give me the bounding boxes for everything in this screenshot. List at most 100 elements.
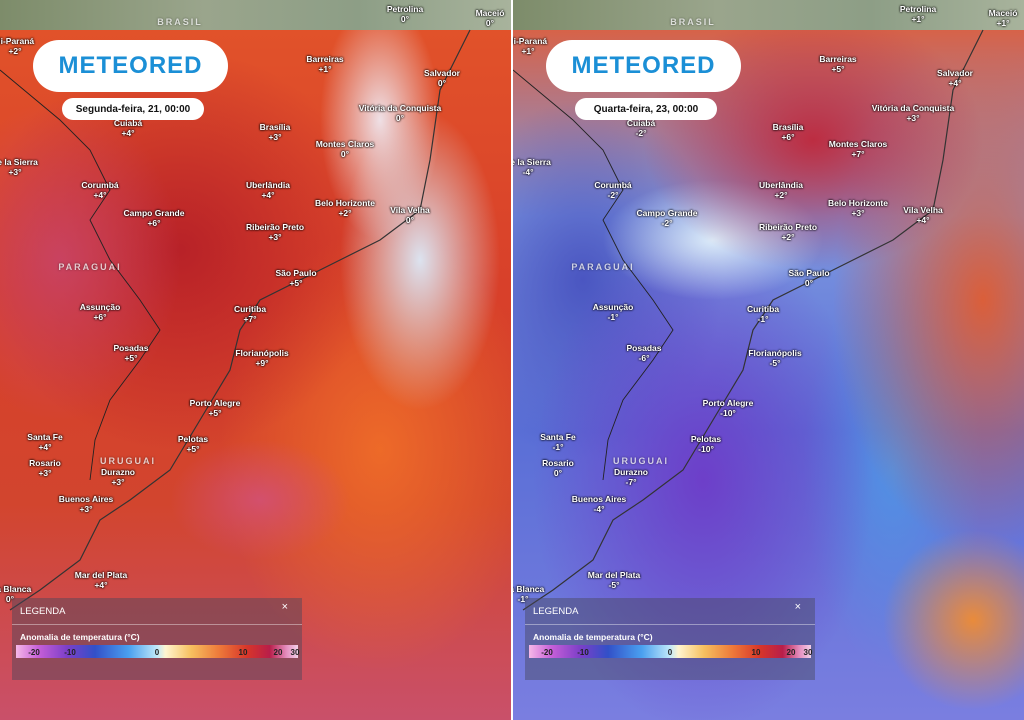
- legend-tick: -10: [64, 648, 76, 657]
- city-value: -10°: [698, 444, 714, 454]
- city-label: Campo Grande -2°: [637, 208, 698, 228]
- city-name: Mar del Plata: [74, 570, 128, 580]
- city-label: de la Sierra-4°: [513, 157, 551, 177]
- city-label: Florianópolis -5°: [748, 348, 801, 368]
- city-name: Salvador: [424, 68, 460, 78]
- city-value: -4°: [593, 504, 605, 514]
- map-line: [513, 69, 674, 481]
- city-name: Vila Velha: [903, 205, 943, 215]
- city-name: Ribeirão Preto: [245, 222, 305, 232]
- city-value: -1°: [517, 594, 529, 604]
- city-name: Cuiabá: [626, 118, 656, 128]
- city-label: Corumbá -2°: [594, 180, 631, 200]
- city-name: Petrolina: [386, 4, 424, 14]
- city-name: Belo Horizonte: [315, 198, 375, 208]
- city-label: Vila Velha +4°: [903, 205, 943, 225]
- city-label: Maceió +1°: [989, 8, 1018, 28]
- city-label: Petrolina +1°: [900, 4, 936, 24]
- city-label: Salvador 0°: [424, 68, 460, 88]
- close-button[interactable]: ×: [281, 601, 288, 613]
- legend-tick: -10: [577, 648, 589, 657]
- map-lines: [0, 29, 471, 611]
- city-label: Rosario 0°: [542, 458, 574, 478]
- legend: LEGENDA × Anomalia de temperatura (°C) -20 -…: [12, 598, 302, 680]
- city-label: Curitiba +7°: [234, 304, 266, 324]
- city-name: Montes Claros: [315, 139, 375, 149]
- legend-title: LEGENDA: [20, 606, 66, 617]
- city-value: +1°: [996, 18, 1010, 28]
- city-label: Vitória da Conquista +3°: [872, 103, 955, 123]
- city-value: +6°: [93, 312, 107, 322]
- city-value: +1°: [521, 46, 535, 56]
- city-label: Barreiras +5°: [819, 54, 856, 74]
- legend-title: LEGENDA: [533, 606, 579, 617]
- color-bar: [529, 645, 811, 658]
- city-value: -2°: [661, 218, 673, 228]
- city-value: 0°: [553, 468, 563, 478]
- city-label: Pelotas +5°: [178, 434, 208, 454]
- city-name: Uberlândia: [759, 180, 803, 190]
- city-value: +6°: [781, 132, 795, 142]
- city-name: de la Sierra: [513, 157, 551, 167]
- city-name: Posadas: [626, 343, 662, 353]
- legend-tick: 0: [154, 648, 160, 657]
- city-name: Porto Alegre: [702, 398, 754, 408]
- city-name: de la Sierra: [0, 157, 38, 167]
- city-label: Ribeirão Preto +3°: [246, 222, 304, 242]
- city-name: Durazno: [101, 467, 135, 477]
- legend-tick: 30: [290, 648, 300, 657]
- city-name: Santa Fe: [540, 432, 576, 442]
- city-label: Campo Grande +6°: [124, 208, 185, 228]
- city-label: Vila Velha 0°: [390, 205, 430, 225]
- city-value: 0°: [340, 149, 350, 159]
- city-value: -1°: [552, 442, 564, 452]
- city-label: Cuiabá -2°: [627, 118, 655, 138]
- city-value: +2°: [8, 46, 22, 56]
- close-button[interactable]: ×: [794, 601, 801, 613]
- city-value: +7°: [243, 314, 257, 324]
- divider: [12, 624, 302, 625]
- divider: [525, 624, 815, 625]
- legend-tick: -20: [541, 648, 553, 657]
- date-label: Segunda-feira, 21, 00:00: [62, 98, 204, 120]
- date-label: Quarta-feira, 23, 00:00: [575, 98, 717, 120]
- city-name: Mar del Plata: [587, 570, 641, 580]
- city-label: Florianópolis +9°: [235, 348, 288, 368]
- logo: METEORED: [546, 40, 741, 92]
- city-name: Santa Fe: [27, 432, 63, 442]
- city-name: Brasília: [772, 122, 804, 132]
- map-line: [522, 29, 984, 611]
- city-value: -1°: [757, 314, 769, 324]
- legend-tick: 20: [273, 648, 283, 657]
- city-value: +4°: [94, 580, 108, 590]
- city-value: -5°: [769, 358, 781, 368]
- city-label: Brasília +6°: [773, 122, 804, 142]
- legend-tick: 10: [751, 648, 761, 657]
- city-value: -2°: [607, 190, 619, 200]
- city-value: +2°: [774, 190, 788, 200]
- country-label: PARAGUAI: [58, 262, 122, 272]
- legend-tick: 10: [238, 648, 248, 657]
- map-line: [9, 29, 471, 611]
- city-label: Brasília +3°: [260, 122, 291, 142]
- city-value: +9°: [255, 358, 269, 368]
- city-name: Ji-Paraná: [0, 36, 35, 46]
- city-name: Durazno: [614, 467, 648, 477]
- city-value: +2°: [338, 208, 352, 218]
- country-label: BRASIL: [670, 17, 716, 27]
- city-value: 0°: [804, 278, 814, 288]
- city-label: Salvador +4°: [937, 68, 973, 88]
- city-value: +1°: [318, 64, 332, 74]
- city-label: de la Sierra+3°: [0, 157, 38, 177]
- city-label: Pelotas -10°: [691, 434, 721, 454]
- city-name: Uberlândia: [246, 180, 290, 190]
- city-label: Posadas -6°: [627, 343, 662, 363]
- city-value: +3°: [851, 208, 865, 218]
- city-value: -2°: [635, 128, 647, 138]
- country-label: BRASIL: [157, 17, 203, 27]
- city-name: Montes Claros: [828, 139, 888, 149]
- city-value: +3°: [79, 504, 93, 514]
- city-label: São Paulo 0°: [788, 268, 829, 288]
- city-value: +5°: [208, 408, 222, 418]
- city-name: Vitória da Conquista: [871, 103, 955, 113]
